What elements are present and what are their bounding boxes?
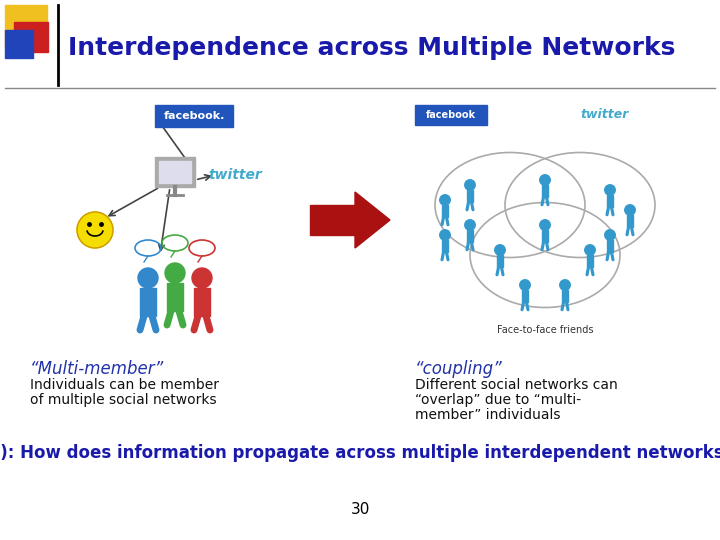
Bar — [562, 291, 568, 302]
Circle shape — [138, 268, 158, 288]
Text: Interdependence across Multiple Networks: Interdependence across Multiple Networks — [68, 36, 675, 60]
Bar — [155, 105, 233, 127]
Circle shape — [520, 280, 530, 291]
Bar — [587, 255, 593, 267]
Text: twitter: twitter — [581, 109, 629, 122]
Bar — [5, 30, 33, 58]
Circle shape — [464, 220, 475, 230]
Circle shape — [440, 230, 450, 240]
Bar — [467, 230, 473, 242]
Text: “Multi-member”: “Multi-member” — [30, 360, 164, 378]
Bar — [310, 205, 355, 235]
Bar — [607, 195, 613, 207]
Circle shape — [559, 280, 570, 291]
Circle shape — [440, 195, 450, 205]
Circle shape — [165, 263, 185, 283]
Bar — [522, 291, 528, 302]
Bar — [442, 205, 448, 217]
Text: facebook.: facebook. — [163, 111, 225, 121]
Bar — [5, 5, 47, 47]
Bar — [442, 240, 448, 252]
Polygon shape — [355, 192, 390, 248]
Bar — [159, 161, 191, 183]
Text: “overlap” due to “multi-: “overlap” due to “multi- — [415, 393, 581, 407]
Circle shape — [585, 245, 595, 255]
Bar — [194, 288, 210, 316]
Circle shape — [605, 185, 616, 195]
Text: facebook: facebook — [426, 110, 476, 120]
Circle shape — [192, 268, 212, 288]
Text: Individuals can be member: Individuals can be member — [30, 378, 219, 392]
Bar — [627, 215, 633, 227]
Bar — [167, 283, 183, 311]
Bar — [155, 157, 195, 187]
Text: of multiple social networks: of multiple social networks — [30, 393, 217, 407]
Text: Q): How does information propagate across multiple interdependent networks?: Q): How does information propagate acros… — [0, 444, 720, 462]
Bar — [542, 185, 548, 197]
Text: member” individuals: member” individuals — [415, 408, 560, 422]
Circle shape — [625, 205, 635, 215]
Bar — [140, 288, 156, 316]
Bar — [415, 105, 487, 125]
Text: twitter: twitter — [208, 168, 262, 182]
Circle shape — [540, 175, 550, 185]
Bar — [607, 240, 613, 252]
Bar — [497, 255, 503, 267]
Text: Face-to-face friends: Face-to-face friends — [497, 325, 593, 335]
Text: “coupling”: “coupling” — [415, 360, 503, 378]
Circle shape — [495, 245, 505, 255]
Text: Different social networks can: Different social networks can — [415, 378, 618, 392]
Circle shape — [540, 220, 550, 230]
Circle shape — [605, 230, 616, 240]
Bar — [467, 190, 473, 202]
Bar — [542, 230, 548, 242]
Circle shape — [464, 180, 475, 190]
Circle shape — [77, 212, 113, 248]
Bar — [14, 22, 48, 52]
Text: 30: 30 — [351, 503, 369, 517]
